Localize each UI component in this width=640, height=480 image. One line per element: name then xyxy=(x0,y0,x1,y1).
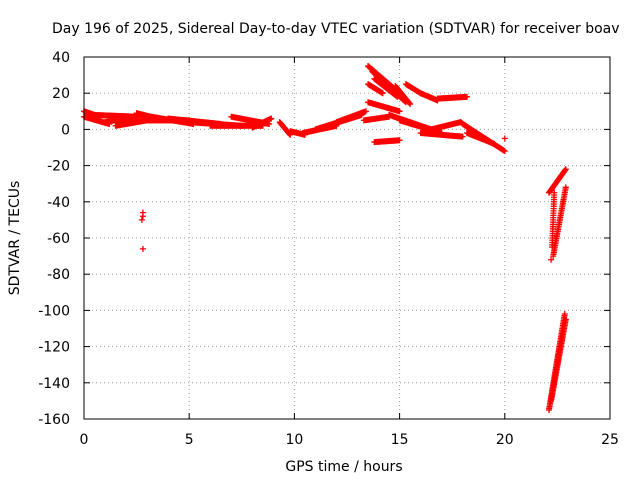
y-tick-label: -120 xyxy=(38,340,70,356)
data-point xyxy=(406,100,413,107)
plot-frame xyxy=(83,56,611,420)
data-point xyxy=(562,184,569,191)
data-point xyxy=(396,137,403,144)
data-point xyxy=(396,108,403,115)
data-point xyxy=(501,135,508,142)
y-tick-label: -60 xyxy=(47,231,70,247)
data-point xyxy=(459,133,466,140)
data-point xyxy=(562,166,569,173)
x-tick-label: 15 xyxy=(391,432,409,448)
x-axis-label: GPS time / hours xyxy=(285,459,402,475)
y-tick-label: -20 xyxy=(47,159,70,175)
data-point xyxy=(501,148,508,155)
grid xyxy=(84,57,610,419)
data-point xyxy=(551,189,558,196)
x-tick-label: 0 xyxy=(80,432,89,448)
data-point xyxy=(138,216,145,223)
data-point xyxy=(394,93,401,100)
chart-title: Day 196 of 2025, Sidereal Day-to-day VTE… xyxy=(52,21,620,37)
data-point xyxy=(548,256,555,263)
data-point xyxy=(562,316,569,323)
y-tick-label: -100 xyxy=(38,303,70,319)
y-tick-label: 40 xyxy=(52,50,70,66)
axis-ticks: 0 5 10 15 20 25 -160 -140 -120 -100 -80 -60 -40 -20 0 2… xyxy=(38,50,619,448)
x-tick-label: 5 xyxy=(185,432,194,448)
y-tick-label: 20 xyxy=(52,86,70,102)
y-axis-label: SDTVAR / TECUs xyxy=(7,181,23,296)
data-point xyxy=(139,245,146,252)
data-point xyxy=(407,101,414,108)
data-point xyxy=(379,90,386,97)
data-point xyxy=(139,213,146,220)
data-point xyxy=(362,108,369,115)
y-tick-label: -140 xyxy=(38,376,70,392)
x-tick-label: 25 xyxy=(601,432,619,448)
x-tick-label: 20 xyxy=(496,432,514,448)
y-tick-label: -40 xyxy=(47,195,70,211)
data-point xyxy=(491,140,498,147)
data-point xyxy=(268,115,275,122)
data-point xyxy=(561,311,568,318)
data-point xyxy=(463,93,470,100)
y-tick-label: 0 xyxy=(61,122,70,138)
data-points xyxy=(81,63,569,413)
y-tick-label: -80 xyxy=(47,267,70,283)
x-tick-label: 10 xyxy=(285,432,303,448)
y-tick-label: -160 xyxy=(38,412,70,428)
